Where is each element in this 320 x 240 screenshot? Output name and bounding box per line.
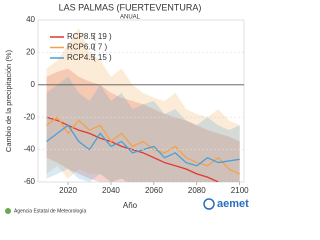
- legend-label: RCP4.5: [67, 53, 96, 62]
- x-tick-label: 2060: [145, 186, 163, 195]
- series-line: [46, 116, 240, 175]
- plot-frame: [37, 19, 245, 183]
- y-tick-label: -40: [23, 145, 35, 154]
- legend-label: RCP6.0: [67, 43, 96, 52]
- footer: Agencia Estatal de Meteorología aemet: [5, 198, 249, 214]
- y-axis-label: Cambio de la precipitación (%): [4, 49, 13, 152]
- y-tick-label: 40: [26, 15, 35, 24]
- logo-text: aemet: [217, 198, 249, 210]
- chart-subtitle: ANUAL: [120, 15, 141, 21]
- source: Agencia Estatal de Meteorología: [14, 208, 86, 214]
- uncertainty-band: [46, 28, 240, 182]
- x-tick-label: 2020: [59, 186, 77, 195]
- x-tick-label: 2080: [188, 186, 206, 195]
- series-line: [46, 116, 221, 182]
- y-tick-label: -20: [23, 112, 35, 121]
- x-tick-label: 2100: [231, 186, 249, 195]
- plot-area: [46, 28, 240, 182]
- logo-icon: [203, 198, 215, 210]
- y-tick-label: -60: [23, 177, 35, 186]
- legend-count: ( 19 ): [93, 32, 112, 41]
- legend-label: RCP8.5: [67, 32, 96, 41]
- chart-title: LAS PALMAS (FUERTEVENTURA): [59, 2, 202, 12]
- legend-count: ( 15 ): [93, 53, 112, 62]
- legend-count: ( 7 ): [93, 43, 108, 52]
- x-tick-label: 2040: [102, 186, 120, 195]
- y-tick-label: 0: [31, 80, 36, 89]
- y-tick-label: 20: [26, 48, 35, 57]
- uncertainty-band: [46, 76, 240, 182]
- chart: LAS PALMAS (FUERTEVENTURA) ANUAL Año Cam…: [4, 2, 249, 214]
- x-axis-label: Año: [123, 201, 138, 210]
- uncertainty-band: [46, 68, 240, 182]
- source-icon: [5, 208, 11, 214]
